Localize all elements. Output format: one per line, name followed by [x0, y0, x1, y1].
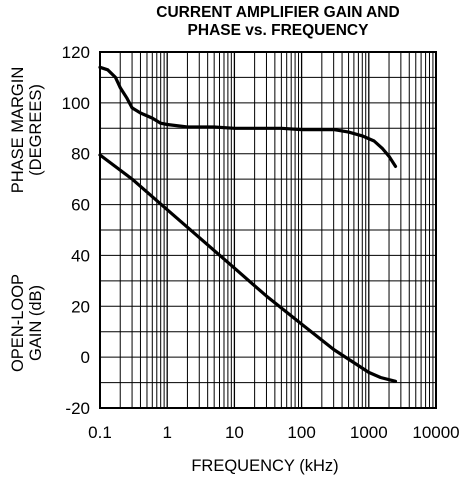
- x-tick-label: 0.1: [88, 423, 112, 442]
- x-tick-label: 10000: [412, 423, 459, 442]
- y-tick-label: 40: [71, 246, 90, 265]
- chart-title: CURRENT AMPLIFIER GAIN AND PHASE vs. FRE…: [156, 4, 399, 39]
- plot-frame: [99, 51, 437, 409]
- y-axis-label-open-loop-gain-line-1: OPEN-LOOP: [9, 274, 27, 372]
- y-axis-label-phase-margin-line-2: (DEGREES): [27, 84, 45, 176]
- y-tick-label: 100: [62, 94, 90, 113]
- y-axis-label-open-loop-gain: OPEN-LOOP GAIN (dB): [9, 274, 45, 372]
- y-axis-label-phase-margin-line-1: PHASE MARGIN: [9, 67, 27, 194]
- y-tick-label: 20: [71, 297, 90, 316]
- chart-title-line-1: CURRENT AMPLIFIER GAIN AND: [156, 4, 399, 21]
- x-tick-labels: 0.1 1 10 100 1000 10000: [88, 423, 459, 442]
- y-axis-label-open-loop-gain-line-2: GAIN (dB): [27, 285, 45, 361]
- x-axis-label: FREQUENCY (kHz): [191, 457, 338, 475]
- y-tick-label: 80: [71, 145, 90, 164]
- x-tick-label: 1000: [350, 423, 388, 442]
- x-tick-label: 100: [287, 423, 315, 442]
- series-lines: [98, 65, 398, 383]
- grid: [100, 52, 436, 408]
- x-tick-label: 1: [162, 423, 171, 442]
- x-tick-label: 10: [225, 423, 244, 442]
- y-tick-label: 0: [81, 348, 90, 367]
- chart-title-line-2: PHASE vs. FREQUENCY: [188, 22, 370, 39]
- y-axis-label-phase-margin: PHASE MARGIN (DEGREES): [9, 67, 45, 194]
- y-tick-label: 120: [62, 43, 90, 62]
- y-tick-label: -20: [65, 399, 90, 418]
- series-line-2: [98, 153, 398, 383]
- y-tick-labels: -20 0 20 40 60 80 100 120: [62, 43, 90, 418]
- y-tick-label: 60: [71, 196, 90, 215]
- series-line-1: [98, 65, 398, 168]
